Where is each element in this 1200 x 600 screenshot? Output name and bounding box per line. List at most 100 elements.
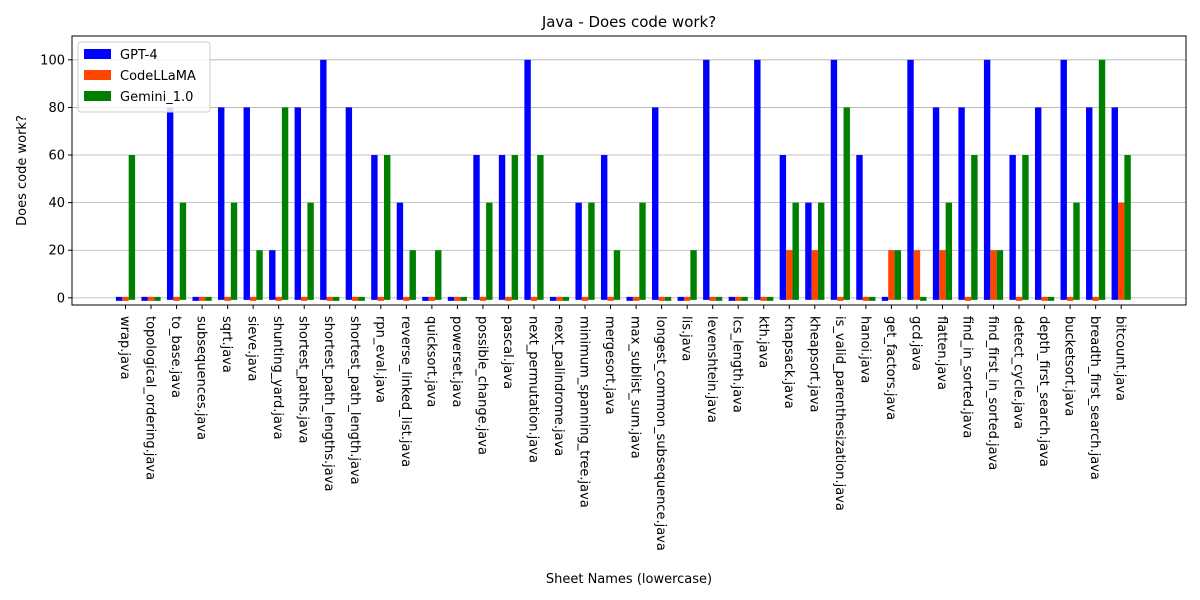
bar xyxy=(422,296,429,301)
bar xyxy=(843,107,850,300)
chart-title: Java - Does code work? xyxy=(541,13,716,31)
bar xyxy=(581,296,589,301)
bar xyxy=(179,202,187,300)
bar xyxy=(511,155,519,300)
x-tick-label: gcd.java xyxy=(908,316,923,371)
bar xyxy=(396,202,404,300)
x-tick-label: sqrt.java xyxy=(219,316,234,373)
bar xyxy=(1015,296,1023,301)
y-tick-label: 0 xyxy=(57,291,65,306)
x-tick-label: hanoi.java xyxy=(857,316,872,383)
x-tick-label: is_valid_parenthesization.java xyxy=(832,316,847,511)
bar xyxy=(473,155,480,300)
x-tick-label: longest_common_subsequence.java xyxy=(653,316,668,551)
bar xyxy=(652,107,659,300)
bar xyxy=(766,296,774,301)
x-tick-label: lcs_length.java xyxy=(730,316,745,413)
x-tick-label: reverse_linked_list.java xyxy=(398,316,413,467)
x-tick-label: mergesort.java xyxy=(602,316,617,415)
x-tick-label: rpn_eval.java xyxy=(372,316,387,403)
legend-label: GPT-4 xyxy=(120,48,158,63)
bar xyxy=(454,296,461,301)
bar xyxy=(345,107,353,300)
bar xyxy=(830,59,838,300)
bar xyxy=(971,155,978,300)
bar xyxy=(1060,59,1067,300)
bar xyxy=(632,296,640,301)
bar xyxy=(683,296,691,301)
x-tick-label: pascal.java xyxy=(500,316,515,389)
bar xyxy=(958,107,965,300)
bar xyxy=(888,250,895,300)
x-tick-label: subsequences.java xyxy=(194,316,209,440)
bar xyxy=(1009,155,1016,300)
bar xyxy=(154,296,161,301)
bar xyxy=(1098,59,1106,300)
bar xyxy=(447,296,455,301)
bar xyxy=(301,296,308,301)
bar xyxy=(913,250,921,300)
bar xyxy=(805,202,812,300)
bar xyxy=(613,250,621,300)
bar xyxy=(479,296,487,301)
bar xyxy=(307,202,314,300)
bar xyxy=(505,296,512,301)
bar xyxy=(735,296,742,301)
x-tick-label: topological_ordering.java xyxy=(143,316,158,480)
x-tick-label: find_in_sorted.java xyxy=(959,316,974,438)
bar xyxy=(320,59,327,300)
x-tick-label: sieve.java xyxy=(245,316,260,381)
bar xyxy=(562,296,570,301)
legend: GPT-4 CodeLLaMA Gemini_1.0 xyxy=(77,41,211,113)
bar xyxy=(920,296,927,301)
x-axis-label: Sheet Names (lowercase) xyxy=(546,572,712,587)
x-tick-label: shunting_yard.java xyxy=(270,316,285,440)
bar xyxy=(352,296,359,301)
legend-swatch xyxy=(84,91,111,101)
bar xyxy=(715,296,723,301)
x-tick-label: max_sublist_sum.java xyxy=(628,316,643,459)
legend-swatch xyxy=(84,49,111,59)
bar xyxy=(147,296,155,301)
x-tick-label: flatten.java xyxy=(934,316,949,390)
bar xyxy=(332,296,340,301)
bar xyxy=(1111,107,1118,300)
bar xyxy=(811,250,819,300)
bar xyxy=(881,296,889,301)
bar xyxy=(409,250,416,300)
bar xyxy=(945,202,953,300)
bar xyxy=(939,250,946,300)
bar xyxy=(1034,107,1042,300)
y-axis-ticks: 0 20 40 60 80 100 xyxy=(40,53,72,306)
bar xyxy=(224,296,231,301)
x-tick-label: shortest_path_length.java xyxy=(347,316,362,485)
bar xyxy=(371,155,378,300)
y-axis-label: Does code work? xyxy=(15,115,30,226)
bar xyxy=(996,250,1004,300)
bar xyxy=(460,296,467,301)
x-tick-label: breadth_first_search.java xyxy=(1087,316,1102,480)
y-tick-label: 20 xyxy=(48,244,65,259)
bar xyxy=(128,155,136,300)
x-tick-label: kheapsort.java xyxy=(806,316,821,413)
x-tick-label: kth.java xyxy=(755,316,770,368)
bar xyxy=(1117,202,1125,300)
y-tick-label: 100 xyxy=(40,53,65,68)
bar xyxy=(122,296,129,301)
bar xyxy=(403,296,410,301)
bar xyxy=(639,202,646,300)
bar xyxy=(728,296,736,301)
y-tick-label: 60 xyxy=(48,149,65,164)
x-tick-label: lis.java xyxy=(679,316,694,361)
bar xyxy=(358,296,365,301)
legend-label: CodeLLaMA xyxy=(120,69,196,84)
y-tick-label: 40 xyxy=(48,196,65,211)
y-tick-label: 80 xyxy=(48,101,65,116)
bar xyxy=(1022,155,1029,300)
legend-label: Gemini_1.0 xyxy=(120,90,193,105)
bar xyxy=(703,59,710,300)
bar xyxy=(1047,296,1055,301)
bar xyxy=(281,107,289,300)
bar xyxy=(907,59,914,300)
x-tick-label: next_permutation.java xyxy=(525,316,540,463)
